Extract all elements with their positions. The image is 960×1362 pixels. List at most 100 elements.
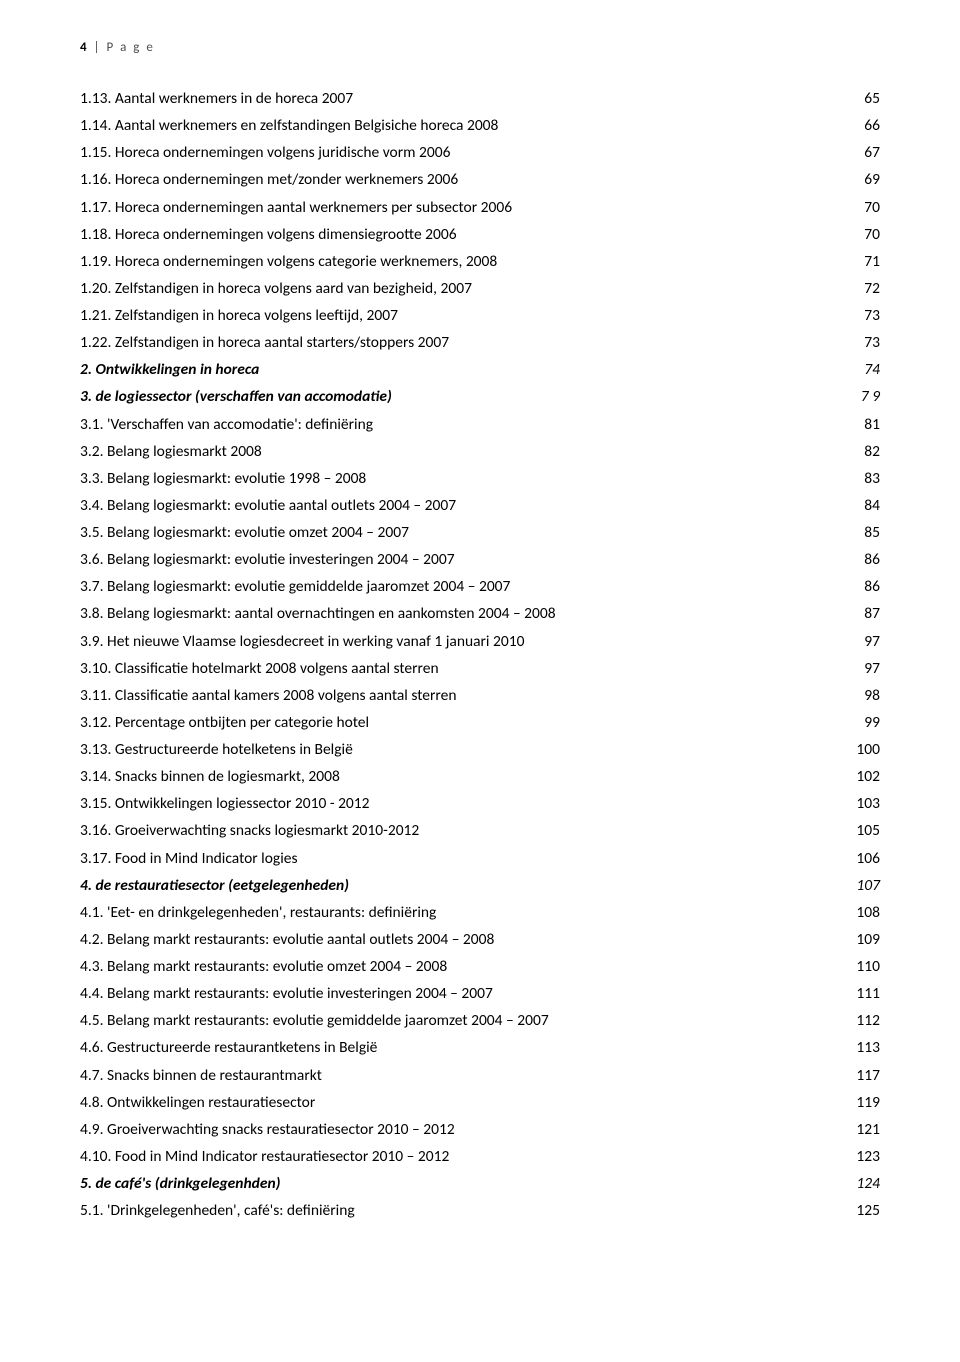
toc-entry-title: 3.8. Belang logiesmarkt: aantal overnach… xyxy=(80,600,556,627)
toc-entry: 3.15. Ontwikkelingen logiessector 2010 -… xyxy=(80,790,880,817)
toc-entry: 1.20. Zelfstandigen in horeca volgens aa… xyxy=(80,275,880,302)
toc-leader-dots xyxy=(440,901,840,917)
toc-entry-title: 3.4. Belang logiesmarkt: evolutie aantal… xyxy=(80,492,456,519)
toc-entry-page: 70 xyxy=(844,221,880,248)
toc-entry: 4.8. Ontwikkelingen restauratiesector119 xyxy=(80,1089,880,1116)
toc-entry-page: 103 xyxy=(844,790,880,817)
toc-entry-title: 4.4. Belang markt restaurants: evolutie … xyxy=(80,980,493,1007)
toc-leader-dots xyxy=(353,874,840,890)
toc-entry-title: 3.1. 'Verschaffen van accomodatie': defi… xyxy=(80,411,373,438)
toc-entry: 1.17. Horeca ondernemingen aantal werkne… xyxy=(80,194,880,221)
toc-entry-title: 5.1. 'Drinkgelegenheden', café's: defini… xyxy=(80,1197,355,1224)
page-sep: | xyxy=(89,40,107,55)
toc-leader-dots xyxy=(319,1091,840,1107)
toc-entry-page: 7 9 xyxy=(844,383,880,410)
toc-entry: 3.5. Belang logiesmarkt: evolutie omzet … xyxy=(80,519,880,546)
toc-leader-dots xyxy=(460,684,840,700)
toc-entry-title: 4. de restauratiesector (eetgelegenheden… xyxy=(80,872,349,899)
toc-leader-dots xyxy=(423,820,840,836)
toc-entry-page: 82 xyxy=(844,438,880,465)
toc-entry: 3.12. Percentage ontbijten per categorie… xyxy=(80,709,880,736)
toc-entry-page: 117 xyxy=(844,1062,880,1089)
toc-leader-dots xyxy=(373,711,840,727)
toc-entry-page: 124 xyxy=(844,1170,880,1197)
toc-leader-dots xyxy=(359,1200,840,1216)
toc-entry: 4.3. Belang markt restaurants: evolutie … xyxy=(80,953,880,980)
toc-entry: 4.9. Groeiverwachting snacks restauratie… xyxy=(80,1116,880,1143)
toc-entry-title: 5. de café's (drinkgelegenhden) xyxy=(80,1170,280,1197)
toc-leader-dots xyxy=(553,1010,840,1026)
toc-entry-page: 70 xyxy=(844,194,880,221)
toc-entry-page: 99 xyxy=(844,709,880,736)
toc-entry: 3.6. Belang logiesmarkt: evolutie invest… xyxy=(80,546,880,573)
toc-entry-title: 4.10. Food in Mind Indicator restauratie… xyxy=(80,1143,449,1170)
toc-entry: 4.2. Belang markt restaurants: evolutie … xyxy=(80,926,880,953)
toc-entry: 3. de logiessector (verschaffen van acco… xyxy=(80,383,880,410)
toc-entry: 1.22. Zelfstandigen in horeca aantal sta… xyxy=(80,329,880,356)
toc-entry: 4.1. 'Eet- en drinkgelegenheden', restau… xyxy=(80,899,880,926)
toc-leader-dots xyxy=(514,576,840,592)
toc-entry-title: 3.11. Classificatie aantal kamers 2008 v… xyxy=(80,682,456,709)
toc-leader-dots xyxy=(560,603,840,619)
toc-entry-title: 3.10. Classificatie hotelmarkt 2008 volg… xyxy=(80,655,439,682)
toc-leader-dots xyxy=(454,142,840,158)
toc-leader-dots xyxy=(528,630,840,646)
toc-entry-page: 85 xyxy=(844,519,880,546)
toc-entry-title: 1.21. Zelfstandigen in horeca volgens le… xyxy=(80,302,398,329)
toc-leader-dots xyxy=(443,657,840,673)
toc-entry-page: 113 xyxy=(844,1034,880,1061)
toc-leader-dots xyxy=(326,1064,840,1080)
toc-leader-dots xyxy=(460,494,840,510)
toc-leader-dots xyxy=(377,413,840,429)
toc-entry-page: 86 xyxy=(844,573,880,600)
toc-entry: 1.18. Horeca ondernemingen volgens dimen… xyxy=(80,221,880,248)
toc-entry-page: 121 xyxy=(844,1116,880,1143)
toc-entry-title: 3. de logiessector (verschaffen van acco… xyxy=(80,383,392,410)
toc-leader-dots xyxy=(284,1173,840,1189)
toc-entry-page: 97 xyxy=(844,628,880,655)
toc-entry-page: 110 xyxy=(844,953,880,980)
toc-entry: 2. Ontwikkelingen in horeca74 xyxy=(80,356,880,383)
toc-entry-title: 3.2. Belang logiesmarkt 2008 xyxy=(80,438,262,465)
toc-leader-dots xyxy=(516,196,840,212)
toc-entry: 4.5. Belang markt restaurants: evolutie … xyxy=(80,1007,880,1034)
toc-leader-dots xyxy=(357,739,840,755)
toc-leader-dots xyxy=(453,1145,840,1161)
toc-entry-title: 3.12. Percentage ontbijten per categorie… xyxy=(80,709,369,736)
toc-entry: 3.1. 'Verschaffen van accomodatie': defi… xyxy=(80,411,880,438)
toc-entry: 3.10. Classificatie hotelmarkt 2008 volg… xyxy=(80,655,880,682)
toc-entry-page: 107 xyxy=(844,872,880,899)
toc-entry-title: 3.17. Food in Mind Indicator logies xyxy=(80,845,298,872)
toc-entry-page: 81 xyxy=(844,411,880,438)
toc-leader-dots xyxy=(374,793,841,809)
toc-entry: 4. de restauratiesector (eetgelegenheden… xyxy=(80,872,880,899)
toc-leader-dots xyxy=(370,467,840,483)
toc-entry-page: 67 xyxy=(844,139,880,166)
toc-entry-page: 72 xyxy=(844,275,880,302)
toc-leader-dots xyxy=(461,223,840,239)
toc-entry-page: 73 xyxy=(844,329,880,356)
toc-entry-page: 98 xyxy=(844,682,880,709)
toc-entry: 4.4. Belang markt restaurants: evolutie … xyxy=(80,980,880,1007)
toc-entry: 3.13. Gestructureerde hotelketens in Bel… xyxy=(80,736,880,763)
toc-leader-dots xyxy=(263,359,840,375)
toc-entry-page: 125 xyxy=(844,1197,880,1224)
toc-entry: 1.13. Aantal werknemers in de horeca 200… xyxy=(80,85,880,112)
toc-entry-page: 106 xyxy=(844,845,880,872)
toc-entry-title: 3.7. Belang logiesmarkt: evolutie gemidd… xyxy=(80,573,510,600)
toc-leader-dots xyxy=(396,386,840,402)
toc-leader-dots xyxy=(459,1118,840,1134)
toc-leader-dots xyxy=(459,549,840,565)
toc-entry-title: 3.3. Belang logiesmarkt: evolutie 1998 –… xyxy=(80,465,366,492)
toc-entry: 3.9. Het nieuwe Vlaamse logiesdecreet in… xyxy=(80,628,880,655)
toc-entry-page: 100 xyxy=(844,736,880,763)
toc-entry-title: 4.9. Groeiverwachting snacks restauratie… xyxy=(80,1116,455,1143)
toc-leader-dots xyxy=(502,115,840,131)
toc-entry: 5. de café's (drinkgelegenhden) 124 xyxy=(80,1170,880,1197)
toc-entry-title: 1.14. Aantal werknemers en zelfstandinge… xyxy=(80,112,498,139)
toc-entry-title: 1.20. Zelfstandigen in horeca volgens aa… xyxy=(80,275,472,302)
toc-leader-dots xyxy=(357,88,840,104)
toc-leader-dots xyxy=(476,277,840,293)
toc-entry-page: 109 xyxy=(844,926,880,953)
toc-leader-dots xyxy=(498,928,840,944)
